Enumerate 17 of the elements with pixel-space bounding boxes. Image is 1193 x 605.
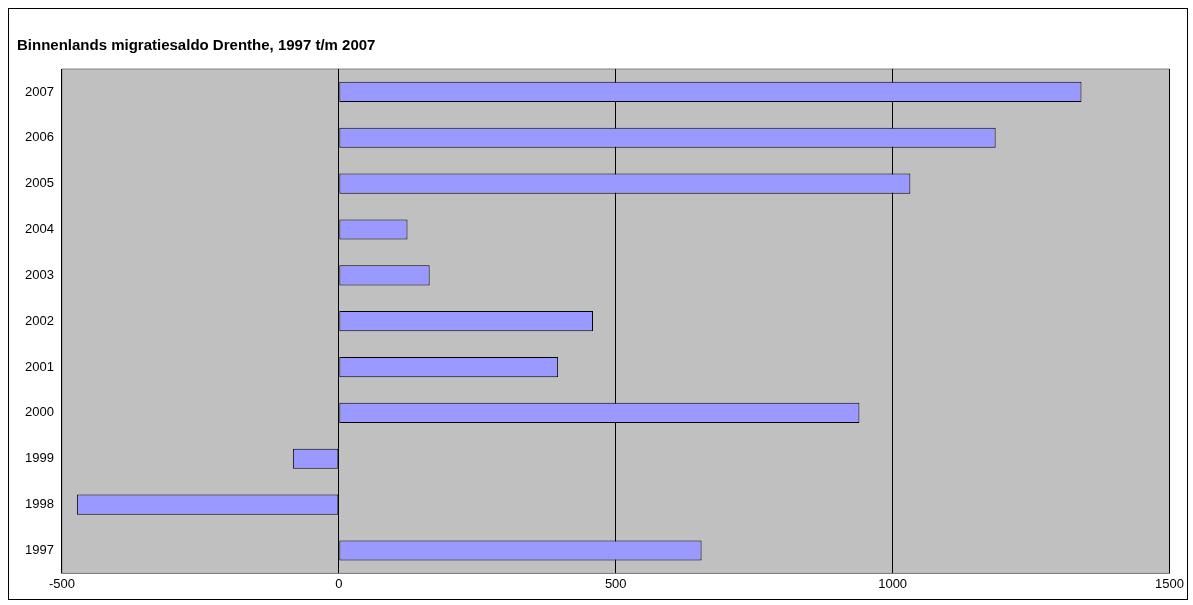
x-tick-label: 1500	[1155, 575, 1184, 591]
x-tick-label: -500	[48, 575, 75, 591]
x-tick-label: 500	[604, 575, 627, 591]
y-tick-label: 2004	[25, 221, 54, 237]
y-tick-label: 2006	[25, 129, 54, 145]
chart-title: Binnenlands migratiesaldo Drenthe, 1997 t/m 2007	[17, 36, 376, 54]
y-tick-label: 1999	[25, 450, 54, 466]
y-tick-label: 2000	[25, 404, 54, 420]
y-tick-label: 2002	[25, 312, 54, 328]
x-tick-label: 1000	[878, 575, 908, 591]
y-tick-label: 2007	[25, 83, 54, 99]
y-tick-label: 2005	[25, 175, 54, 191]
y-tick-label: 1998	[25, 496, 54, 512]
x-tick-label: 0	[335, 575, 343, 591]
y-tick-label: 2001	[25, 358, 54, 374]
y-tick-label: 1997	[25, 542, 54, 558]
y-tick-label: 2003	[25, 266, 54, 282]
